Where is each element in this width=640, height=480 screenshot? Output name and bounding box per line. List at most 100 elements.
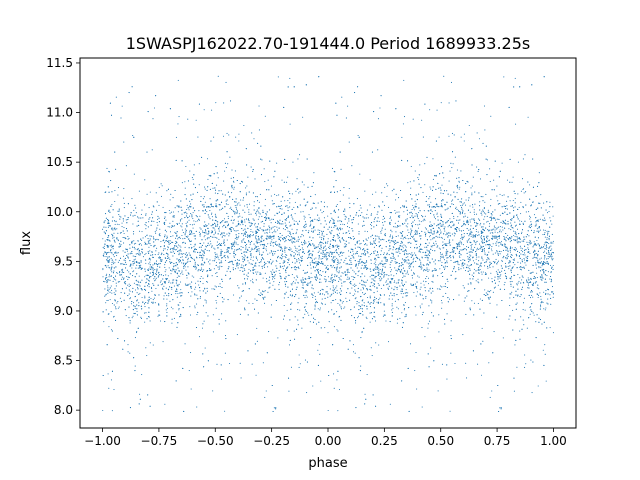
scatter-point bbox=[415, 213, 417, 215]
scatter-point bbox=[490, 272, 492, 274]
scatter-point bbox=[365, 267, 367, 269]
scatter-point bbox=[165, 231, 168, 233]
scatter-point bbox=[270, 222, 272, 224]
scatter-point bbox=[380, 273, 382, 275]
scatter-point bbox=[403, 308, 406, 310]
scatter-point bbox=[291, 216, 293, 218]
scatter-point bbox=[173, 225, 176, 227]
scatter-point bbox=[496, 195, 498, 197]
scatter-point bbox=[550, 254, 553, 256]
scatter-point bbox=[516, 366, 518, 368]
scatter-point bbox=[430, 239, 432, 241]
scatter-point bbox=[226, 233, 228, 235]
scatter-point bbox=[545, 292, 547, 294]
scatter-point bbox=[398, 216, 401, 218]
scatter-point bbox=[138, 251, 140, 253]
scatter-point bbox=[156, 222, 158, 224]
scatter-point bbox=[532, 312, 534, 314]
scatter-point bbox=[165, 287, 167, 289]
scatter-point bbox=[373, 221, 375, 223]
scatter-point bbox=[280, 205, 282, 207]
scatter-point bbox=[261, 294, 263, 296]
scatter-point bbox=[179, 245, 181, 247]
scatter-point bbox=[365, 285, 367, 287]
scatter-point bbox=[242, 235, 245, 237]
scatter-point bbox=[301, 247, 303, 249]
scatter-point bbox=[136, 292, 138, 294]
scatter-point bbox=[400, 272, 402, 274]
scatter-point bbox=[146, 285, 149, 287]
scatter-point bbox=[202, 277, 204, 279]
scatter-point bbox=[137, 267, 139, 269]
scatter-point bbox=[349, 232, 351, 235]
scatter-point bbox=[530, 204, 532, 206]
scatter-point bbox=[325, 271, 327, 273]
scatter-point bbox=[366, 209, 368, 211]
scatter-point bbox=[149, 240, 151, 242]
scatter-point bbox=[153, 272, 155, 274]
scatter-point bbox=[322, 255, 324, 258]
scatter-point bbox=[407, 292, 409, 294]
scatter-point bbox=[370, 259, 372, 261]
scatter-point bbox=[216, 363, 218, 365]
scatter-point bbox=[150, 286, 153, 288]
scatter-point bbox=[144, 295, 146, 297]
scatter-point bbox=[195, 221, 197, 223]
scatter-point bbox=[141, 296, 143, 299]
scatter-point bbox=[218, 259, 220, 261]
scatter-point bbox=[504, 281, 506, 284]
scatter-point bbox=[230, 226, 232, 228]
scatter-point bbox=[282, 223, 284, 225]
scatter-point bbox=[181, 182, 183, 184]
scatter-point bbox=[374, 243, 377, 245]
scatter-point bbox=[111, 292, 113, 294]
scatter-point bbox=[366, 213, 368, 215]
scatter-point bbox=[530, 281, 532, 284]
scatter-point bbox=[489, 168, 491, 170]
scatter-point bbox=[294, 316, 296, 318]
scatter-point bbox=[461, 265, 463, 267]
scatter-point bbox=[418, 212, 420, 214]
scatter-point bbox=[257, 245, 259, 247]
scatter-point bbox=[110, 379, 113, 381]
scatter-point bbox=[488, 277, 490, 279]
scatter-point bbox=[355, 253, 357, 255]
scatter-point bbox=[358, 240, 360, 242]
scatter-point bbox=[496, 249, 498, 252]
scatter-point bbox=[504, 269, 506, 272]
scatter-point bbox=[246, 185, 248, 187]
scatter-point bbox=[437, 187, 439, 189]
scatter-point bbox=[385, 281, 387, 283]
scatter-point bbox=[445, 285, 447, 288]
scatter-point bbox=[187, 235, 189, 237]
scatter-point bbox=[311, 257, 313, 259]
scatter-point bbox=[327, 268, 329, 270]
scatter-point bbox=[480, 247, 482, 249]
scatter-point bbox=[286, 247, 288, 249]
scatter-point bbox=[511, 181, 513, 183]
scatter-point bbox=[452, 203, 455, 206]
scatter-point bbox=[373, 246, 375, 248]
scatter-point bbox=[481, 211, 483, 213]
scatter-point bbox=[366, 261, 368, 263]
scatter-point bbox=[523, 282, 525, 284]
scatter-point bbox=[139, 285, 141, 287]
scatter-point bbox=[519, 268, 521, 270]
scatter-point bbox=[520, 249, 522, 252]
scatter-point bbox=[212, 331, 214, 333]
scatter-point bbox=[406, 262, 408, 264]
scatter-point bbox=[304, 281, 306, 284]
scatter-point bbox=[450, 352, 452, 354]
scatter-point bbox=[405, 225, 407, 227]
scatter-point bbox=[166, 311, 168, 314]
scatter-point bbox=[178, 222, 180, 224]
scatter-point bbox=[336, 244, 338, 246]
scatter-point bbox=[291, 228, 293, 230]
scatter-point bbox=[358, 209, 360, 211]
scatter-point bbox=[377, 251, 379, 254]
scatter-point bbox=[247, 260, 249, 262]
scatter-point bbox=[199, 227, 201, 229]
scatter-point bbox=[397, 308, 399, 310]
scatter-point bbox=[308, 230, 310, 232]
scatter-point bbox=[387, 288, 389, 290]
